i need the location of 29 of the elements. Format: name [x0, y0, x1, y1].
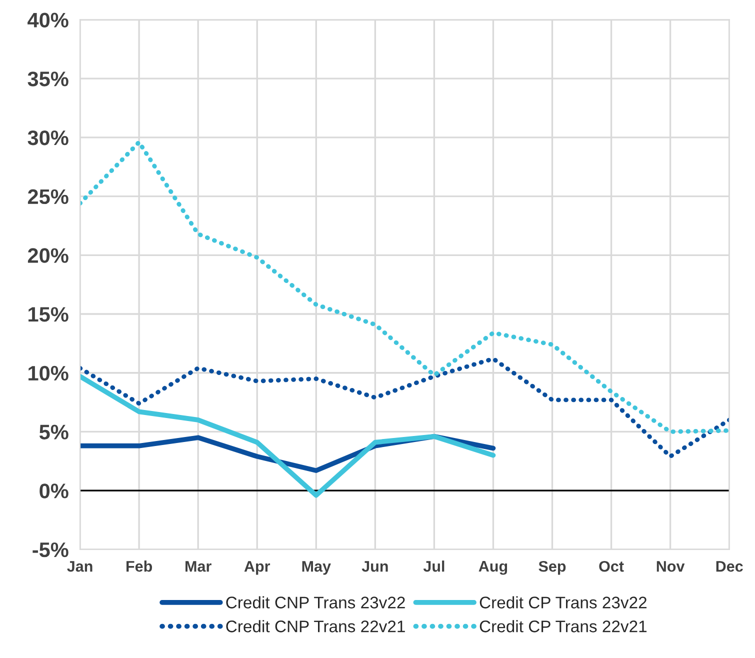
x-tick-label: Apr: [244, 561, 270, 575]
legend-label: Credit CNP Trans 23v22: [226, 596, 405, 608]
legend-label: Credit CP Trans 22v21: [480, 620, 647, 632]
legend-label: Credit CP Trans 23v22: [480, 596, 646, 608]
y-tick-label: 15%: [28, 307, 68, 322]
y-tick-label: 5%: [39, 424, 68, 440]
y-tick-label: 0%: [40, 484, 68, 498]
y-tick-label: 10%: [28, 366, 68, 381]
line-series: [80, 356, 730, 459]
x-tick-label: Jun: [362, 561, 388, 572]
x-tick-label: Jul: [423, 560, 444, 572]
x-tick-label: May: [302, 561, 331, 575]
y-tick-label: 30%: [28, 130, 68, 146]
y-tick-label: 40%: [28, 12, 68, 28]
x-tick-label: Jan: [67, 561, 92, 572]
y-tick-label: 25%: [28, 189, 68, 204]
x-tick-label: Sep: [538, 560, 566, 575]
x-tick-label: Aug: [478, 561, 508, 575]
line-series: [80, 140, 730, 434]
y-tick-label: -5%: [32, 542, 68, 558]
line-series: [80, 374, 496, 498]
y-tick-label: 35%: [28, 72, 68, 86]
x-tick-label: Mar: [186, 561, 212, 572]
x-tick-label: Dec: [716, 561, 743, 572]
legend-label: Credit CNP Trans 22v21: [226, 620, 405, 632]
x-tick-label: Feb: [126, 560, 152, 572]
y-tick-label: 20%: [28, 248, 68, 263]
x-tick-label: Oct: [599, 560, 624, 572]
x-tick-label: Nov: [656, 561, 685, 572]
